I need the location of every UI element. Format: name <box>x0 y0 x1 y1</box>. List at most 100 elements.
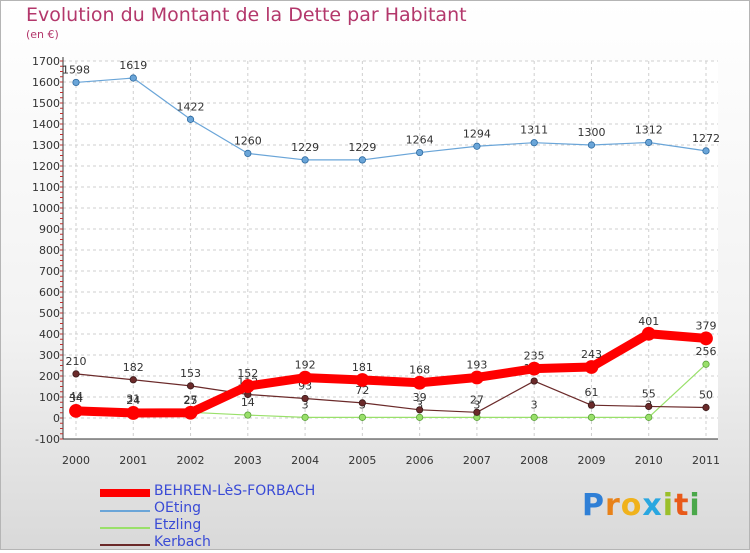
x-tick-label: 2003 <box>234 454 262 467</box>
x-tick-label: 2007 <box>463 454 491 467</box>
y-tick-label: 100 <box>39 391 60 404</box>
data-label: 25 <box>184 394 198 407</box>
y-tick-label: 800 <box>39 244 60 257</box>
data-label: 193 <box>466 358 487 371</box>
data-label: 379 <box>696 319 717 332</box>
data-label: 1229 <box>291 141 319 154</box>
legend-label-etzling: Etzling <box>154 517 202 533</box>
data-label: 153 <box>180 367 201 380</box>
data-label: 1229 <box>348 141 376 154</box>
x-tick-label: 2009 <box>577 454 605 467</box>
data-label: 3 <box>302 398 309 411</box>
y-tick-label: 1400 <box>32 118 60 131</box>
legend-label-kerbach: Kerbach <box>154 534 211 550</box>
data-label: 1300 <box>577 126 605 139</box>
data-label: 168 <box>409 364 430 377</box>
data-point <box>587 413 596 421</box>
y-tick-label: -100 <box>35 433 60 446</box>
data-point <box>186 115 195 123</box>
data-label: 210 <box>66 355 87 368</box>
data-point <box>183 405 198 420</box>
logo-letter: i <box>662 488 675 523</box>
data-point <box>416 413 424 421</box>
data-point <box>72 370 80 378</box>
data-label: 27 <box>470 393 484 406</box>
x-tick-label: 2000 <box>62 454 90 467</box>
data-point <box>244 149 252 157</box>
data-point <box>126 406 141 420</box>
data-point <box>358 413 366 421</box>
data-point <box>702 360 710 368</box>
data-label: 14 <box>241 396 255 409</box>
data-label: 3 <box>416 398 423 411</box>
data-label: 1619 <box>119 59 147 72</box>
logo-letter: P <box>582 488 605 523</box>
data-point <box>473 408 481 416</box>
data-point <box>530 377 538 385</box>
data-label: 1260 <box>234 134 262 147</box>
logo-letter: r <box>605 488 621 523</box>
data-label: 31 <box>126 392 140 405</box>
data-point <box>587 401 596 409</box>
data-point <box>416 406 424 414</box>
y-tick-label: 1500 <box>32 97 60 110</box>
data-label: 61 <box>584 386 598 399</box>
data-label: 235 <box>524 350 545 363</box>
y-tick-label: 1200 <box>32 160 60 173</box>
x-tick-label: 2001 <box>119 454 147 467</box>
data-point <box>530 139 538 147</box>
y-tick-label: 1300 <box>32 139 60 152</box>
data-label: 182 <box>123 361 144 374</box>
data-point <box>584 360 599 374</box>
logo-letter: o <box>620 488 643 523</box>
data-label: 55 <box>642 387 656 400</box>
data-label: 1598 <box>62 63 90 76</box>
data-label: 243 <box>581 348 602 361</box>
data-point <box>527 361 542 376</box>
x-tick-label: 2002 <box>177 454 205 467</box>
series-line <box>75 77 707 161</box>
data-label: 39 <box>413 391 427 404</box>
data-point <box>412 375 427 390</box>
data-label: 1294 <box>463 127 491 140</box>
data-point <box>587 141 596 149</box>
data-label: 72 <box>355 384 369 397</box>
chart-title: Evolution du Montant de la Dette par Hab… <box>26 4 467 26</box>
data-point <box>645 138 653 147</box>
y-tick-label: 1000 <box>32 202 60 215</box>
data-point <box>702 403 710 412</box>
x-tick-label: 2004 <box>291 454 319 467</box>
data-point <box>416 148 424 157</box>
series-line <box>75 373 707 413</box>
data-label: 1264 <box>406 134 434 147</box>
y-tick-label: 700 <box>39 265 60 278</box>
x-tick-label: 2011 <box>692 454 720 467</box>
data-label: 24 <box>126 394 140 407</box>
legend-label-behren: BEHREN-LèS-FORBACH <box>154 483 316 499</box>
data-point <box>301 394 309 403</box>
series-line <box>71 329 711 418</box>
data-label: 181 <box>352 361 373 374</box>
data-point <box>129 376 137 384</box>
data-point <box>244 411 252 419</box>
y-tick-label: 400 <box>39 328 60 341</box>
data-label: 44 <box>69 390 83 403</box>
data-label: 34 <box>69 392 83 405</box>
data-point <box>645 402 653 411</box>
proxiti-logo: Proxiti <box>582 488 701 523</box>
data-point <box>129 74 137 82</box>
legend-swatch-behren <box>100 489 150 497</box>
x-tick-label: 2006 <box>406 454 434 467</box>
data-point <box>530 413 538 421</box>
data-point <box>72 78 80 87</box>
logo-letter: i <box>689 488 701 523</box>
data-point <box>358 156 366 164</box>
data-label: 192 <box>295 359 316 372</box>
data-label: 50 <box>699 389 713 402</box>
x-tick-label: 2010 <box>635 454 663 467</box>
y-tick-label: 200 <box>39 370 60 383</box>
data-point <box>301 156 309 164</box>
logo-letter: x <box>642 488 663 523</box>
y-tick-label: 0 <box>53 412 60 425</box>
